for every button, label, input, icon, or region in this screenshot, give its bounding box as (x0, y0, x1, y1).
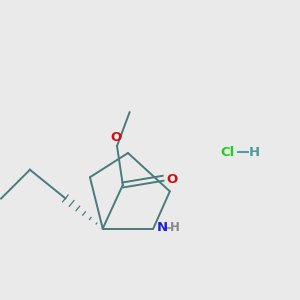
Text: Cl: Cl (220, 146, 234, 158)
Text: O: O (166, 173, 177, 186)
Text: H: H (170, 221, 180, 234)
Text: O: O (110, 131, 122, 144)
Text: N: N (156, 221, 167, 234)
Text: H: H (249, 146, 260, 158)
